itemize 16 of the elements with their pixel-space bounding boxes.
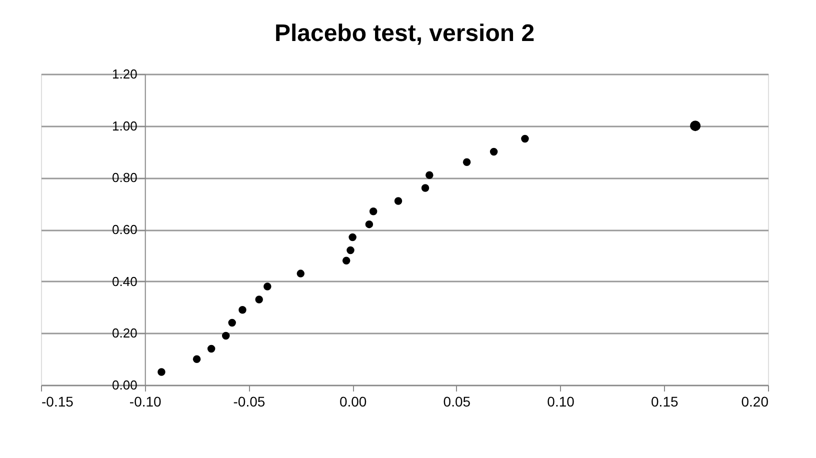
y-tick-label: 0.00 [112,378,138,392]
chart-title: Placebo test, version 2 [274,20,535,47]
x-tick-label: -0.15 [42,394,74,410]
y-tick-label: 0.80 [112,170,138,186]
x-tick-label: 0.10 [547,394,575,410]
y-tick-label: 0.20 [112,326,138,341]
x-tick-label: -0.05 [233,394,266,410]
x-tick-label: 0.05 [443,394,471,410]
x-tick-label: 0.20 [741,394,769,410]
y-tick-label: 1.00 [112,118,138,134]
y-tick-label: 0.40 [112,274,138,289]
x-tick-label: 0.15 [651,394,678,410]
x-tick-label: -0.10 [129,394,162,410]
y-tick-label: 0.60 [112,222,138,237]
x-tick-label: 0.00 [339,394,367,410]
y-tick-label: 1.20 [112,66,138,82]
